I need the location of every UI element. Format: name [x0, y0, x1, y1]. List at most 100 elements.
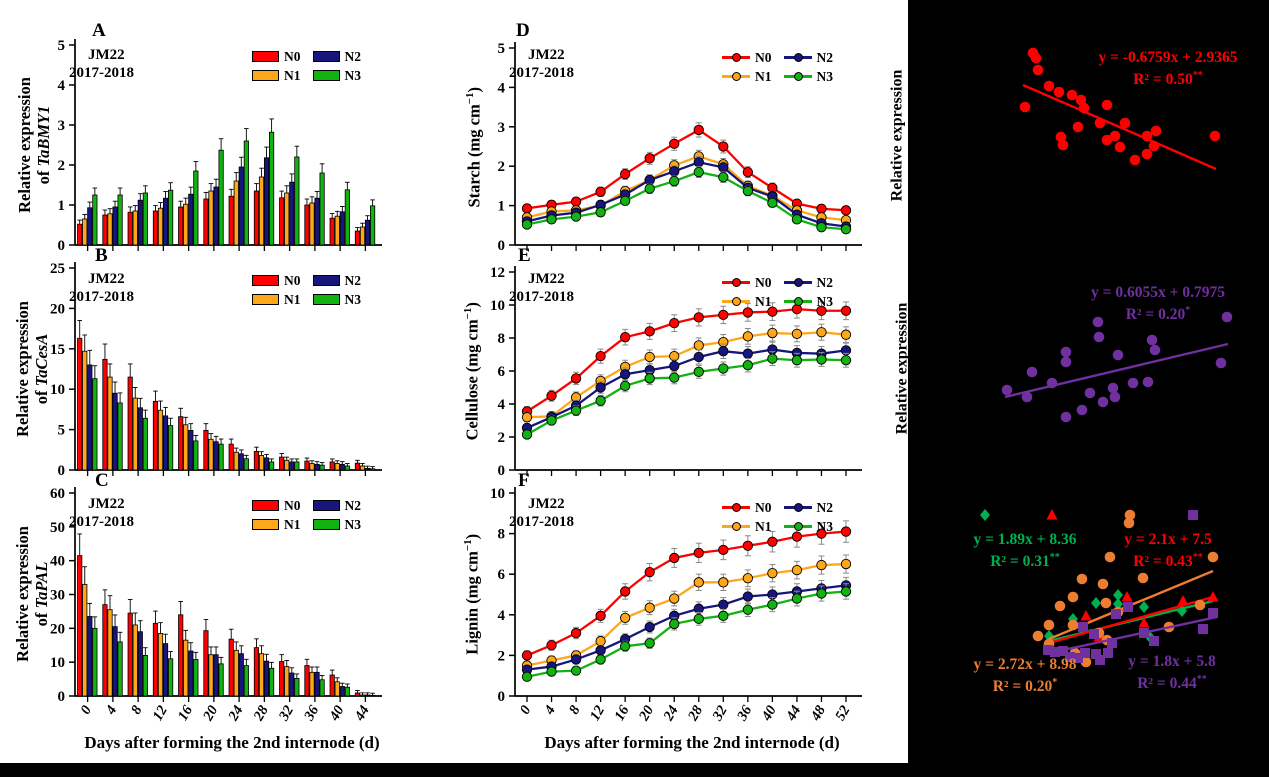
panel-d-subtitle: 2017-2018 — [509, 65, 574, 81]
legend-entry: N2 — [312, 49, 361, 64]
bar — [102, 214, 108, 246]
bar — [319, 464, 325, 471]
series-marker — [669, 360, 680, 372]
x-tick-label: 12 — [150, 703, 171, 724]
legend-swatch — [252, 70, 279, 81]
series-marker — [644, 174, 655, 186]
bar — [294, 461, 300, 471]
legend-entry: N2 — [312, 273, 361, 288]
bar — [263, 457, 270, 471]
r2-value: R² = 0.20 — [1125, 306, 1186, 324]
legend-entry: N3 — [312, 517, 361, 532]
scatter-point — [1095, 655, 1105, 665]
bar — [238, 653, 244, 697]
legend-line-marker — [722, 53, 750, 63]
bar — [354, 230, 361, 246]
legend-line-marker — [783, 522, 812, 532]
scatter-point — [980, 509, 990, 521]
legend-line-marker — [722, 522, 750, 532]
series-marker — [742, 591, 753, 602]
r-squared-text: R² = 0.20* — [1008, 302, 1269, 324]
series-marker — [742, 307, 753, 318]
bar — [269, 461, 275, 471]
bar — [162, 643, 169, 697]
series-marker — [620, 332, 631, 343]
legend-entry: N1 — [252, 292, 301, 307]
legend-entry: N2 — [783, 275, 833, 290]
panel-b-legend: N0 N1 N2 N3 — [252, 273, 361, 307]
scatter-point — [1188, 510, 1198, 520]
significance-stars: ** — [1192, 552, 1203, 563]
bar — [319, 172, 325, 246]
series-marker — [767, 197, 778, 208]
series-marker — [521, 219, 533, 230]
y-tick-label: 60 — [50, 486, 65, 502]
series-marker — [767, 306, 778, 317]
x-tick-label: 28 — [685, 702, 707, 724]
series-marker — [791, 564, 803, 576]
panel-f-legend: N0 N1 N2 N3 — [722, 500, 833, 534]
bar — [127, 376, 133, 471]
legend-line-marker — [722, 503, 750, 513]
legend-entry: N1 — [722, 69, 772, 84]
legend-dot — [793, 503, 803, 513]
bar — [364, 219, 371, 246]
bar — [82, 350, 88, 471]
bar — [253, 451, 260, 471]
bar — [157, 409, 164, 471]
scatter-point — [1001, 384, 1013, 396]
bar — [178, 614, 184, 697]
scatter-point — [1129, 154, 1141, 166]
series-marker — [693, 603, 704, 614]
scatter-point — [1050, 647, 1060, 657]
bar — [309, 463, 315, 471]
legend-label: N0 — [755, 499, 772, 515]
panel-letter-f: F — [518, 470, 530, 491]
legend-label: N1 — [284, 291, 301, 307]
legend-dot — [793, 278, 803, 288]
bar — [344, 189, 350, 246]
series-marker — [742, 331, 753, 342]
bar — [334, 215, 340, 246]
bar — [127, 211, 133, 246]
bar — [314, 671, 320, 697]
scatter-point — [1209, 130, 1221, 142]
series-marker — [718, 141, 729, 152]
scatter-point — [1104, 551, 1116, 563]
y-tick-label: 30 — [50, 588, 65, 604]
scatter-point — [1138, 617, 1150, 628]
x-tick-label: 40 — [758, 703, 780, 724]
legend-dot — [732, 503, 741, 513]
legend-line-marker — [722, 72, 750, 82]
x-tick-label: 28 — [250, 702, 272, 724]
scatter-point — [1076, 573, 1088, 585]
series-marker — [620, 195, 631, 207]
legend-label: N2 — [816, 499, 834, 515]
bar — [294, 678, 300, 697]
series-marker — [840, 305, 852, 316]
scatter-point — [1060, 346, 1072, 358]
scatter-point — [1141, 148, 1153, 160]
bar — [142, 417, 148, 471]
bar — [218, 663, 224, 697]
bar — [344, 465, 350, 471]
y-tick-label: 25 — [50, 261, 65, 277]
series-marker — [644, 567, 655, 578]
panel-c-title: JM22 — [88, 496, 125, 512]
legend-label: N1 — [284, 516, 301, 532]
series-marker — [570, 211, 582, 222]
panel-c-legend: N0 N1 N2 N3 — [252, 498, 361, 532]
series-marker — [840, 586, 852, 597]
xaxis-label-left: Days after forming the 2nd internode (d) — [84, 733, 380, 752]
series-marker — [718, 346, 729, 357]
series-marker — [718, 577, 729, 588]
bar — [329, 217, 335, 246]
significance-stars: * — [1185, 305, 1191, 316]
series-marker — [570, 405, 582, 416]
scatter-point — [1101, 99, 1113, 111]
scatter-point — [1060, 356, 1072, 368]
series-marker — [521, 412, 533, 423]
legend-entry: N2 — [312, 498, 361, 513]
bar — [309, 202, 315, 246]
bar — [364, 467, 371, 471]
